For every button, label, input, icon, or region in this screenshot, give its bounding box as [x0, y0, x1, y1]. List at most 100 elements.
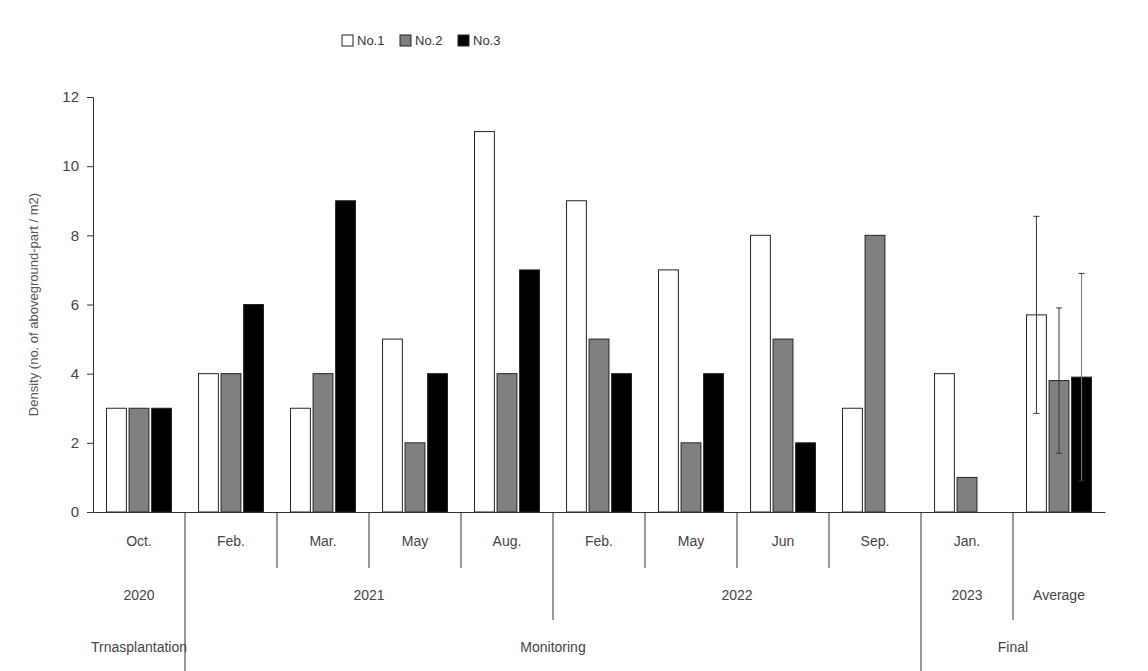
x-tick: Jun — [772, 533, 795, 549]
category-separator — [1013, 512, 1014, 620]
y-tick-label: 10 — [62, 157, 79, 174]
bar — [865, 235, 885, 512]
y-tick: 2 — [71, 434, 93, 451]
category-separator — [737, 512, 738, 568]
x-tick-label: Jun — [772, 533, 795, 549]
phase-label: Monitoring — [520, 639, 585, 655]
bar — [497, 374, 517, 512]
x-tick-label: Jan. — [954, 533, 980, 549]
x-tick-label: Sep. — [861, 533, 890, 549]
y-tick-label: 2 — [71, 434, 79, 451]
bar — [589, 339, 609, 512]
category-separator — [277, 512, 278, 568]
bar — [520, 270, 540, 512]
bar — [567, 201, 587, 512]
y-axis-title: Density (no. of aboveground-part / m2) — [26, 193, 41, 416]
y-tick: 4 — [71, 365, 93, 382]
y-tick-label: 6 — [71, 296, 79, 313]
bar — [612, 374, 632, 512]
year-label: 2022 — [721, 587, 752, 603]
x-axis: Oct. Feb. Mar. May Aug. Feb. May Jun Sep. Jan. — [94, 513, 1106, 549]
y-axis: 0 2 4 6 8 10 12 — [62, 88, 93, 520]
legend-swatch — [342, 35, 353, 46]
y-axis-line — [87, 98, 94, 513]
bar — [428, 374, 448, 512]
error-bar-stem — [1081, 273, 1082, 481]
y-tick: 10 — [62, 157, 93, 174]
bar — [244, 305, 264, 513]
x-tick: Aug. — [493, 533, 522, 549]
error-bar — [1056, 308, 1062, 453]
x-axis-line — [94, 512, 1106, 513]
bar — [843, 408, 863, 512]
bar — [129, 408, 149, 512]
error-bar — [1079, 273, 1085, 481]
x-tick: Feb. — [585, 533, 613, 549]
y-tick: 8 — [71, 227, 93, 244]
x-tick: Mar. — [309, 533, 336, 549]
error-bar-cap — [1079, 480, 1085, 481]
bar — [681, 443, 701, 512]
phase-label: Trnasplantation — [91, 639, 187, 655]
year-label: 2020 — [123, 587, 154, 603]
y-tick-mark — [87, 97, 93, 98]
x-tick-label: Feb. — [217, 533, 245, 549]
x-tick-label: May — [678, 533, 704, 549]
y-tick: 6 — [71, 296, 93, 313]
y-tick-mark — [87, 374, 93, 375]
legend-label: No.3 — [473, 33, 500, 48]
category-separator — [553, 512, 554, 620]
legend-item: No.1 — [342, 33, 384, 48]
x-tick: May — [678, 533, 704, 549]
x-tick-label: Mar. — [309, 533, 336, 549]
bar — [659, 270, 679, 512]
bar — [957, 477, 977, 512]
error-bar-cap — [1056, 453, 1062, 454]
x-tick-label: Aug. — [493, 533, 522, 549]
category-separator — [461, 512, 462, 568]
bar — [751, 235, 771, 512]
category-separator — [829, 512, 830, 568]
bar — [152, 408, 172, 512]
series — [107, 132, 1047, 512]
bar — [980, 512, 1000, 513]
bar — [336, 201, 356, 512]
y-tick-mark — [87, 512, 93, 513]
bar — [773, 339, 793, 512]
y-tick-label: 12 — [62, 88, 79, 105]
y-tick: 12 — [62, 88, 93, 105]
year-label: 2023 — [951, 587, 982, 603]
y-tick-mark — [87, 443, 93, 444]
y-tick-mark — [87, 235, 93, 236]
error-bar-cap — [1033, 216, 1039, 217]
legend-swatch — [458, 35, 469, 46]
bar — [935, 374, 955, 512]
x-tick-label: Oct. — [126, 533, 152, 549]
x-tick-label: May — [402, 533, 428, 549]
y-tick: 0 — [71, 503, 93, 520]
x-tick: Feb. — [217, 533, 245, 549]
bar — [107, 408, 127, 512]
error-bar-stem — [1036, 216, 1037, 413]
chart: 0 2 4 6 8 10 12 Density (no. of aboveground-par… — [0, 0, 1148, 671]
error-bar-cap — [1079, 273, 1085, 274]
separators — [185, 512, 1013, 671]
category-separator — [921, 512, 922, 671]
legend-label: No.1 — [357, 33, 384, 48]
year-label: Average — [1033, 587, 1085, 603]
y-tick-mark — [87, 305, 93, 306]
legend-swatch — [400, 35, 411, 46]
x-tick-label: Feb. — [585, 533, 613, 549]
y-tick-label: 4 — [71, 365, 79, 382]
x-tick: Jan. — [954, 533, 980, 549]
bar — [291, 408, 311, 512]
category-separator — [645, 512, 646, 568]
category-separator — [369, 512, 370, 568]
x-tick: May — [402, 533, 428, 549]
bar — [475, 132, 495, 512]
series — [152, 201, 1092, 512]
legend-item: No.2 — [400, 33, 442, 48]
bar — [796, 443, 816, 512]
bar — [704, 374, 724, 512]
x-tick: Oct. — [126, 533, 152, 549]
